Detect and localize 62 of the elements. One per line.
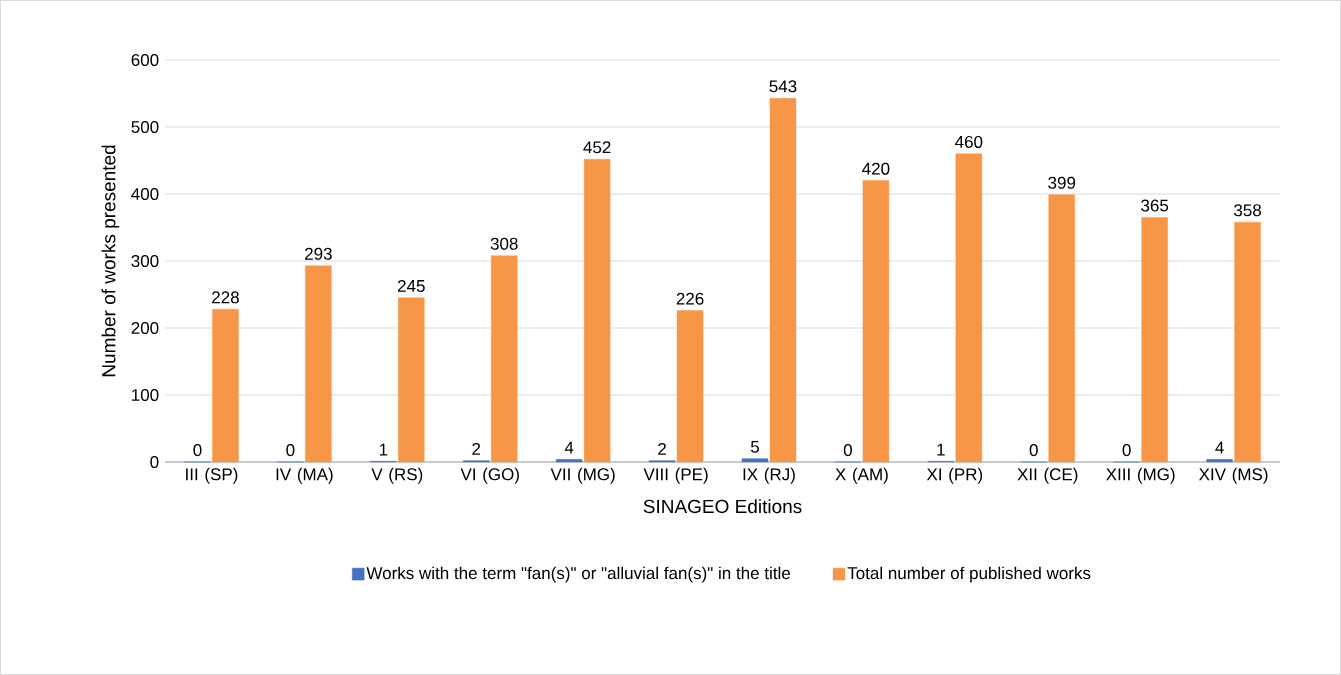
- x-tick-label: VII (MG): [550, 467, 615, 484]
- bar: [491, 255, 518, 463]
- y-tick-label: 300: [131, 254, 159, 268]
- bar: [555, 459, 583, 463]
- data-label: 2: [658, 442, 666, 455]
- bar: [676, 310, 704, 463]
- x-tick-label: IV (MA): [276, 467, 333, 484]
- data-label: 226: [676, 292, 704, 305]
- x-tick-label: XII (CE): [1017, 467, 1078, 484]
- bar: [1206, 459, 1233, 463]
- data-label: 1: [379, 443, 388, 456]
- x-tick-label: VIII (PE): [643, 467, 708, 484]
- y-tick-label: 400: [131, 187, 159, 201]
- data-label: 4: [1215, 441, 1224, 454]
- y-tick-label: 100: [132, 388, 159, 402]
- data-label: 0: [286, 444, 295, 457]
- data-label: 228: [212, 291, 239, 304]
- data-label: 0: [193, 444, 202, 457]
- x-tick-label: V (RS): [371, 467, 423, 484]
- data-label: 358: [1234, 204, 1262, 217]
- bar: [583, 158, 611, 463]
- data-label: 5: [750, 440, 759, 453]
- data-label: 0: [1122, 444, 1131, 457]
- x-tick-label: X (AM): [835, 467, 888, 484]
- bar: [862, 180, 890, 463]
- y-tick-label: 0: [150, 455, 159, 469]
- x-tick-label: XIII (MG): [1106, 467, 1175, 484]
- legend-label: Works with the term "fan(s)" or "alluvial fan(s)" in the title: [366, 566, 791, 583]
- bar: [955, 153, 983, 463]
- data-label: 308: [490, 237, 518, 250]
- y-axis-title: Number of works presented: [101, 145, 120, 377]
- bar: [398, 297, 425, 463]
- bar: [1048, 194, 1075, 463]
- y-tick-label: 600: [131, 53, 159, 67]
- data-label: 4: [564, 441, 574, 454]
- legend-label: Total number of published works: [847, 566, 1091, 583]
- bar: [305, 265, 332, 463]
- y-tick-label: 500: [131, 120, 159, 134]
- x-tick-label: IX (RJ): [743, 467, 795, 484]
- x-axis-title: SINAGEO Editions: [643, 499, 802, 514]
- data-label: 365: [1141, 199, 1169, 212]
- data-label: 293: [305, 247, 332, 260]
- data-label: 420: [862, 162, 890, 175]
- bar: [1141, 217, 1168, 463]
- x-tick-label: III (SP): [186, 467, 238, 484]
- data-label: 452: [583, 141, 611, 154]
- data-label: 543: [769, 80, 797, 93]
- data-label: 2: [472, 442, 481, 455]
- bar: [769, 97, 797, 463]
- data-label: 399: [1048, 176, 1076, 189]
- data-label: 0: [1029, 444, 1038, 457]
- data-label: 460: [955, 135, 983, 148]
- data-label: 1: [937, 443, 945, 456]
- bar: [212, 309, 239, 463]
- x-tick-label: XIV (MS): [1199, 467, 1268, 484]
- x-tick-label: VI (GO): [460, 467, 519, 484]
- data-label: 245: [397, 279, 425, 292]
- bar: [1234, 221, 1261, 463]
- bar: [741, 458, 769, 463]
- x-tick-label: XI (PR): [926, 467, 983, 484]
- data-label: 0: [843, 444, 852, 457]
- y-tick-label: 200: [131, 321, 159, 335]
